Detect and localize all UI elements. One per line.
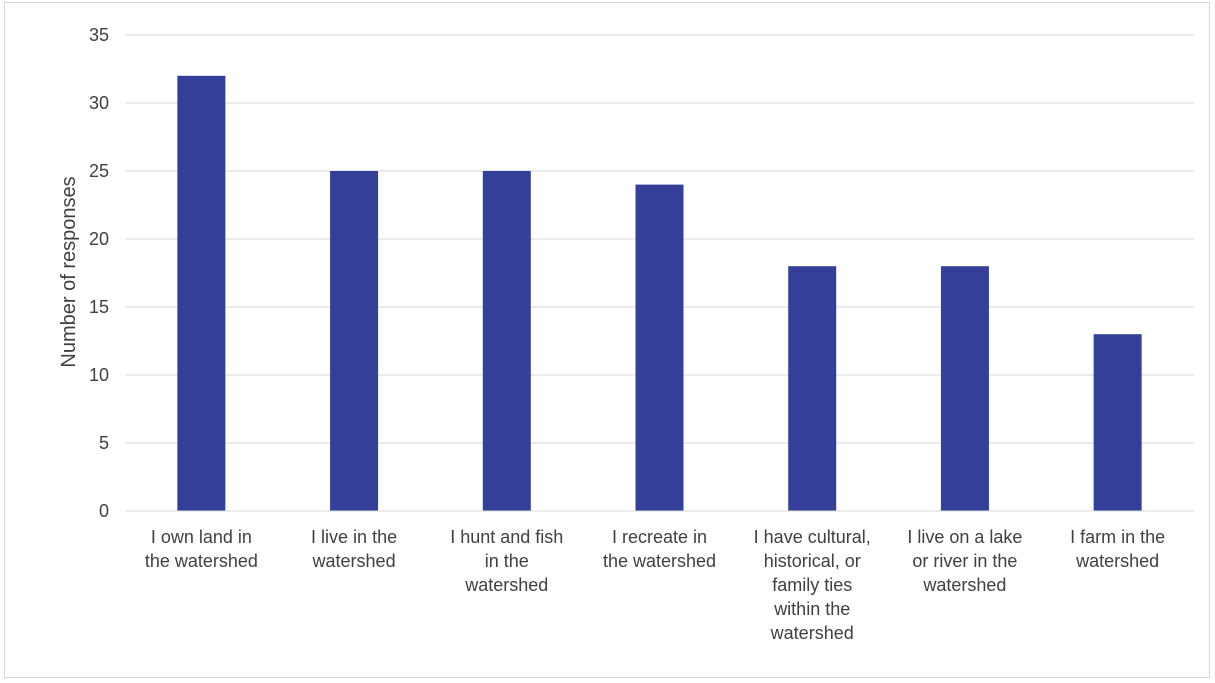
x-category-label-line: I have cultural, <box>754 527 871 547</box>
x-category-label-line: I live in the <box>311 527 397 547</box>
x-category-label: I own land in the watershed <box>145 527 258 571</box>
x-category-label-line: within the <box>773 599 850 619</box>
x-category-label-line: I recreate in <box>612 527 707 547</box>
x-category-label-line: or river in the <box>912 551 1017 571</box>
bar-4 <box>635 184 684 511</box>
x-category-label-line: watershed <box>464 575 548 595</box>
x-category-label-line: watershed <box>312 551 396 571</box>
y-tick-label: 35 <box>89 25 109 45</box>
y-axis-title: Number of responses <box>58 176 80 367</box>
x-category-labels: I own land in the watershed I live in the w… <box>145 527 1165 643</box>
y-tick-label: 15 <box>89 297 109 317</box>
x-category-label: I live in the watershed <box>311 527 397 571</box>
chart-frame: 0 5 10 15 20 25 30 35 I own land in the watershe… <box>4 2 1210 678</box>
x-category-label-line: watershed <box>770 623 854 643</box>
bar-5 <box>788 266 837 511</box>
y-tick-labels: 0 5 10 15 20 25 30 35 <box>89 25 109 521</box>
x-category-label: I hunt and fish in the watershed <box>450 527 563 595</box>
y-tick-label: 5 <box>99 433 109 453</box>
y-tick-label: 10 <box>89 365 109 385</box>
x-category-label: I live on a lake or river in the watershed <box>907 527 1022 595</box>
bars <box>177 75 1142 512</box>
y-tick-label: 25 <box>89 161 109 181</box>
x-category-label: I have cultural, historical, or family tie… <box>754 527 871 643</box>
x-category-label: I recreate in the watershed <box>603 527 716 571</box>
x-category-label: I farm in the watershed <box>1070 527 1165 571</box>
bar-7 <box>1093 334 1142 511</box>
bar-1 <box>177 75 226 512</box>
bar-6 <box>940 266 989 511</box>
x-category-label-line: I own land in <box>151 527 252 547</box>
bar-2 <box>330 171 379 511</box>
y-tick-label: 20 <box>89 229 109 249</box>
x-category-label-line: the watershed <box>603 551 716 571</box>
x-category-label-line: family ties <box>772 575 852 595</box>
x-category-label-line: I farm in the <box>1070 527 1165 547</box>
y-tick-label: 0 <box>99 501 109 521</box>
x-category-label-line: watershed <box>922 575 1006 595</box>
bar-chart: 0 5 10 15 20 25 30 35 I own land in the watershe… <box>58 25 1194 643</box>
x-category-label-line: the watershed <box>145 551 258 571</box>
bar-3 <box>482 171 531 511</box>
x-category-label-line: in the <box>485 551 529 571</box>
y-tick-label: 30 <box>89 93 109 113</box>
x-category-label-line: historical, or <box>764 551 861 571</box>
x-category-label-line: I hunt and fish <box>450 527 563 547</box>
x-category-label-line: I live on a lake <box>907 527 1022 547</box>
x-category-label-line: watershed <box>1075 551 1159 571</box>
